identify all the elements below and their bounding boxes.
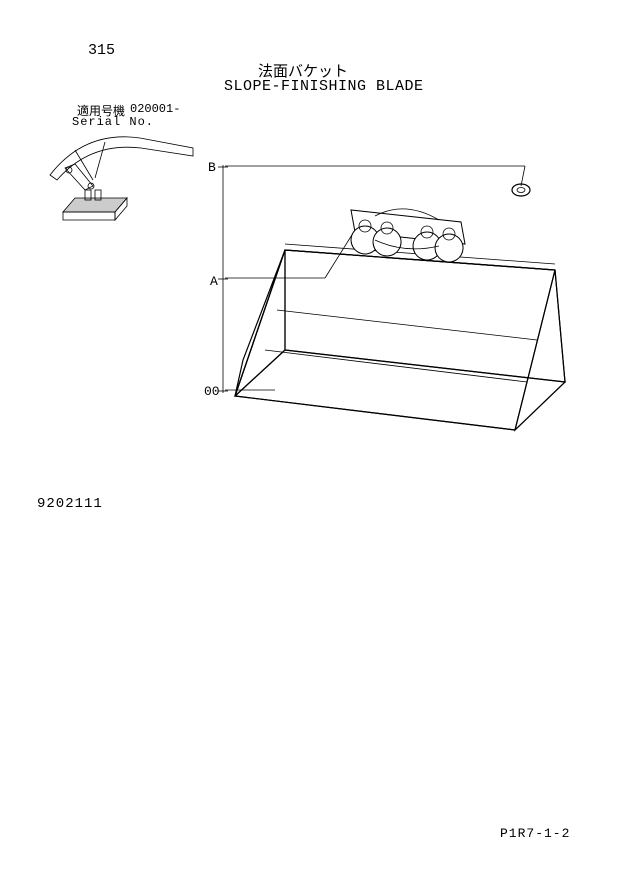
machine-context-thumbnail xyxy=(45,120,195,230)
footer-code: P1R7-1-2 xyxy=(500,826,570,841)
bucket-main-drawing xyxy=(215,150,575,450)
page-number: 315 xyxy=(88,42,115,59)
title-english: SLOPE-FINISHING BLADE xyxy=(224,78,424,95)
parts-diagram-page: 315 法面バケット SLOPE-FINISHING BLADE 適用号機 02… xyxy=(0,0,620,873)
drawing-number: 9202111 xyxy=(37,496,103,512)
mounting-bracket-icon xyxy=(351,209,465,262)
serial-value: 020001- xyxy=(130,102,180,116)
